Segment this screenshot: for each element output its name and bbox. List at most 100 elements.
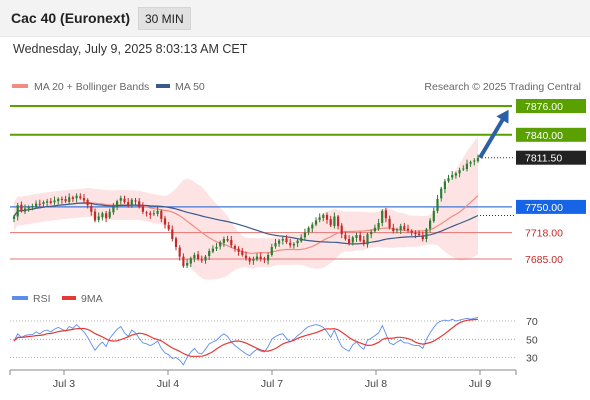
candle-body	[270, 247, 273, 255]
candle-body	[79, 196, 82, 199]
candle-body	[200, 259, 203, 261]
candle-body	[300, 237, 303, 242]
candle-body	[222, 239, 225, 243]
candle-body	[465, 163, 468, 170]
candle-body	[440, 188, 443, 199]
candle-body	[12, 216, 16, 219]
candle-body	[267, 255, 270, 261]
candle-body	[101, 213, 104, 218]
candle-body	[156, 210, 159, 214]
candle-body	[473, 160, 476, 162]
candle-body	[366, 234, 369, 245]
candle-body	[233, 246, 236, 249]
candle-body	[42, 202, 45, 204]
rsi-lines	[13, 316, 479, 366]
candle-body	[292, 243, 295, 246]
candle-body	[230, 239, 233, 246]
candle-body	[322, 214, 325, 218]
candle-body	[429, 220, 432, 229]
candle-body	[75, 195, 78, 199]
candle-body	[97, 216, 100, 220]
candle-body	[215, 247, 218, 249]
candle-body	[351, 237, 354, 243]
rsi-tick-label: 30	[526, 353, 538, 365]
candle-body	[31, 206, 34, 208]
candle-body	[60, 198, 63, 200]
candle-body	[278, 240, 281, 244]
candle-body	[370, 231, 373, 235]
candle-body	[134, 200, 137, 202]
candle-body	[244, 255, 248, 259]
candle-body	[211, 248, 214, 252]
candle-body	[344, 234, 347, 239]
candle-body	[443, 181, 446, 190]
candle-body	[182, 256, 185, 267]
candle-body	[410, 230, 413, 233]
candle-body	[46, 201, 49, 203]
candle-body	[152, 213, 155, 215]
candle-body	[174, 238, 178, 247]
candle-body	[49, 201, 52, 203]
x-tick-label: Jul 7	[261, 378, 283, 390]
candle-body	[392, 227, 395, 231]
candle-body	[105, 213, 108, 219]
candle-body	[377, 223, 380, 229]
candle-body	[189, 258, 192, 264]
candle-body	[112, 206, 115, 213]
rsi-legend-label: RSI	[33, 293, 51, 305]
last-price-tag-bg	[516, 150, 586, 165]
candle-body	[57, 198, 60, 202]
candle-body	[193, 255, 196, 259]
candle-body	[289, 242, 292, 246]
candle-body	[20, 204, 23, 211]
candle-body	[425, 229, 428, 239]
candle-body	[35, 203, 38, 207]
candle-body	[418, 233, 421, 235]
candle-body	[82, 198, 86, 201]
candle-body	[138, 201, 141, 207]
candle-body	[208, 251, 211, 256]
rsi-tick-label: 70	[526, 316, 538, 328]
candle-body	[296, 240, 299, 244]
candle-body	[359, 235, 362, 241]
candle-body	[204, 256, 207, 261]
support-price-label: 7718.00	[525, 228, 563, 240]
candle-body	[108, 211, 111, 218]
candle-body	[318, 217, 321, 220]
candle-body	[27, 206, 30, 209]
candle-body	[241, 251, 244, 255]
candle-body	[395, 229, 399, 231]
projection-arrow-shaft	[478, 112, 508, 159]
x-tick-label: Jul 9	[469, 378, 491, 390]
candle-body	[116, 201, 119, 207]
candle-body	[381, 210, 384, 223]
candle-body	[130, 199, 133, 205]
candle-body	[303, 232, 306, 238]
rsi-line	[13, 316, 479, 366]
candle-body	[127, 202, 130, 206]
x-tick-label: Jul 8	[365, 378, 387, 390]
candle-body	[340, 225, 343, 235]
candle-body	[38, 203, 41, 205]
candle-body	[171, 229, 174, 239]
interval-selector[interactable]: 30 MIN	[138, 7, 191, 30]
candle-body	[414, 232, 417, 235]
candle-body	[355, 235, 358, 238]
candle-body	[432, 210, 435, 222]
ma20-legend-label: MA 20 + Bollinger Bands	[34, 81, 149, 93]
candle-body	[86, 199, 89, 206]
candle-body	[274, 243, 277, 247]
rsi-tick-label: 50	[526, 334, 538, 346]
candle-body	[447, 178, 450, 182]
candle-body	[219, 242, 222, 247]
candle-body	[325, 214, 329, 220]
candle-body	[476, 157, 480, 162]
ma20-legend-swatch	[12, 84, 28, 88]
candle-body	[399, 226, 402, 230]
candle-body	[16, 205, 19, 217]
candle-body	[178, 247, 181, 257]
candle-body	[163, 218, 167, 225]
candle-body	[237, 248, 240, 252]
rsi-grid: 70 50 30	[10, 316, 538, 365]
candle-body	[160, 210, 163, 219]
